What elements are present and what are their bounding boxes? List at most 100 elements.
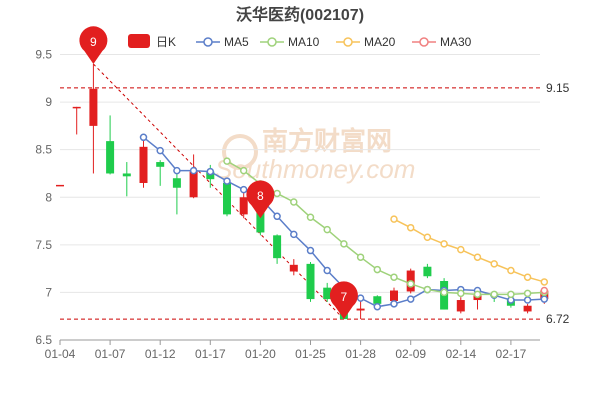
candle-body bbox=[156, 162, 165, 167]
ma-line-ma20 bbox=[393, 218, 545, 283]
legend-label-ma30: MA30 bbox=[440, 35, 472, 49]
x-tick-label: 01-25 bbox=[295, 347, 326, 361]
candle-body bbox=[306, 263, 315, 300]
ma-point-ma20 bbox=[473, 253, 482, 261]
candle-body bbox=[373, 296, 382, 304]
ma-point-ma10 bbox=[356, 253, 365, 261]
candle-body bbox=[122, 173, 131, 177]
y-tick-label: 7.5 bbox=[35, 238, 52, 252]
y-tick-label: 7 bbox=[45, 285, 52, 299]
reference-line-label: 6.72 bbox=[546, 312, 570, 326]
x-tick-label: 01-07 bbox=[95, 347, 126, 361]
ma-point-ma10 bbox=[440, 288, 448, 297]
candle-body bbox=[273, 235, 282, 259]
ma-point-ma5 bbox=[239, 185, 248, 194]
ma-point-ma10 bbox=[523, 289, 532, 298]
candle-body bbox=[423, 266, 432, 277]
watermark: 南方财富网 Southmoney.com bbox=[215, 126, 415, 184]
y-axis: 6.5 7 7.5 8 8.5 9 9.5 bbox=[35, 48, 52, 347]
watermark-sub-text: Southmoney.com bbox=[215, 154, 415, 184]
candle-body bbox=[172, 178, 181, 188]
ma-point-ma20 bbox=[406, 223, 415, 232]
x-tick-label: 01-20 bbox=[245, 347, 276, 361]
y-tick-label: 9.5 bbox=[35, 48, 52, 62]
ma-point-ma5 bbox=[406, 295, 415, 303]
x-tick-label: 01-28 bbox=[345, 347, 376, 361]
ma-point-ma10 bbox=[239, 166, 248, 175]
ma-point-ma20 bbox=[490, 260, 498, 268]
candle-body bbox=[206, 171, 215, 180]
ma-point-ma5 bbox=[373, 302, 382, 311]
ma-point-ma10 bbox=[273, 189, 281, 198]
ma-point-ma10 bbox=[390, 273, 398, 281]
candle-body bbox=[390, 290, 398, 301]
pin-label: 8 bbox=[257, 189, 264, 203]
legend[interactable]: 日K MA5 MA10 MA20 MA30 bbox=[128, 34, 472, 49]
legend-label-k: 日K bbox=[156, 35, 176, 49]
pin-marker-icon bbox=[329, 281, 358, 320]
ma-point-ma5 bbox=[156, 146, 164, 155]
ma-point-ma10 bbox=[340, 240, 348, 248]
ma-point-ma10 bbox=[406, 280, 415, 288]
x-tick-label: 01-04 bbox=[45, 347, 76, 361]
ma-point-ma10 bbox=[490, 290, 498, 299]
legend-label-ma20: MA20 bbox=[364, 35, 396, 49]
candle-body bbox=[189, 171, 198, 198]
x-tick-label: 02-09 bbox=[395, 347, 426, 361]
legend-label-ma10: MA10 bbox=[288, 35, 320, 49]
candle-body bbox=[106, 141, 115, 174]
pin-marker-icon bbox=[79, 26, 108, 65]
ma-point-ma10 bbox=[473, 290, 482, 299]
ma-point-ma5 bbox=[540, 295, 549, 303]
legend-swatch-k bbox=[128, 34, 150, 48]
candle-body bbox=[223, 182, 231, 215]
candle-body bbox=[72, 106, 81, 109]
ma-point-ma20 bbox=[507, 266, 515, 275]
candle-body bbox=[139, 146, 148, 183]
ma-point-ma10 bbox=[507, 290, 515, 299]
ma-point-ma5 bbox=[223, 177, 231, 185]
candle-body bbox=[289, 264, 298, 272]
x-tick-label: 01-12 bbox=[145, 347, 176, 361]
candles bbox=[56, 64, 549, 320]
ma-point-ma5 bbox=[390, 300, 398, 308]
ma-point-ma10 bbox=[306, 213, 315, 221]
candle-body bbox=[356, 308, 365, 311]
ma-point-ma5 bbox=[173, 166, 181, 175]
candle-body bbox=[323, 287, 332, 300]
candle-body bbox=[239, 197, 248, 215]
ma-point-ma5 bbox=[523, 296, 532, 304]
legend-label-ma5: MA5 bbox=[224, 35, 249, 49]
ma-point-ma20 bbox=[423, 233, 432, 241]
candle-body bbox=[256, 211, 265, 233]
legend-marker-ma10 bbox=[267, 37, 277, 47]
ma-point-ma10 bbox=[223, 157, 231, 165]
ma-point-ma10 bbox=[423, 285, 432, 294]
ma-point-ma20 bbox=[390, 215, 398, 223]
ma-point-ma20 bbox=[440, 240, 448, 248]
legend-marker-ma5 bbox=[203, 37, 213, 47]
y-tick-label: 8.5 bbox=[35, 143, 52, 157]
candle-body bbox=[523, 305, 532, 312]
ma-point-ma5 bbox=[206, 167, 215, 176]
ma-point-ma20 bbox=[523, 273, 532, 281]
ma-point-ma20 bbox=[540, 278, 549, 286]
chart-title: 沃华医药(002107) bbox=[236, 5, 364, 24]
y-tick-label: 9 bbox=[45, 95, 52, 109]
x-tick-label: 02-14 bbox=[445, 347, 476, 361]
ma-point-ma5 bbox=[356, 294, 365, 302]
pins: 9 8 7 bbox=[79, 26, 358, 320]
candle-body bbox=[89, 88, 98, 126]
ma-point-ma30 bbox=[540, 286, 549, 295]
pin-label: 7 bbox=[341, 290, 348, 304]
ma-point-ma20 bbox=[457, 245, 465, 254]
ma-point-ma10 bbox=[373, 265, 382, 274]
x-tick-label: 01-17 bbox=[195, 347, 226, 361]
pin-label: 9 bbox=[90, 35, 97, 49]
ma-point-ma5 bbox=[139, 133, 148, 142]
legend-marker-ma20 bbox=[343, 37, 353, 47]
ma-point-ma5 bbox=[273, 212, 281, 221]
watermark-main-text: 南方财富网 bbox=[262, 126, 392, 156]
